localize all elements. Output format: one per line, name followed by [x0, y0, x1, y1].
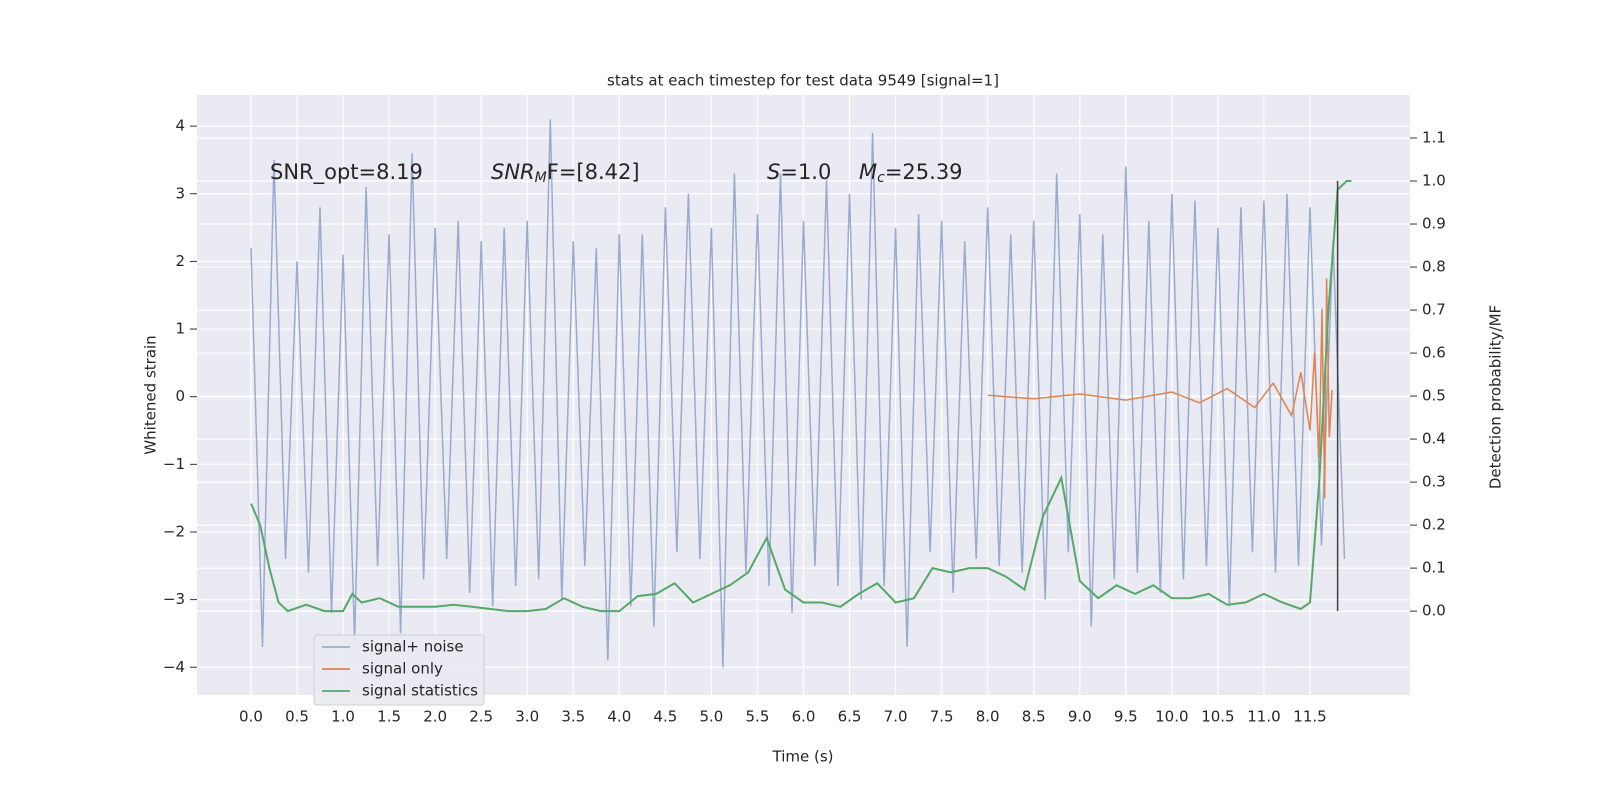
annotation-part: c [877, 170, 885, 186]
series-line [987, 278, 1333, 499]
y2-tick-label: 0.4 [1422, 430, 1446, 448]
y2-tick-label: 0.2 [1422, 516, 1446, 534]
series-line [250, 180, 1352, 613]
y2-tick-label: 0.9 [1422, 215, 1446, 233]
annotation-part: F=[8.42] [547, 160, 640, 184]
y2-tick-label: 0.6 [1422, 344, 1446, 362]
x-tick-label: 4.5 [653, 708, 677, 726]
legend-box [313, 634, 485, 706]
y-tick-label: 3 [175, 184, 185, 202]
x-tick-label: 6.5 [838, 708, 862, 726]
x-tick-label: 6.0 [792, 708, 816, 726]
x-tick-label: 5.0 [699, 708, 723, 726]
annotation-part: SNR [491, 160, 535, 184]
x-tick-label: 9.0 [1068, 708, 1092, 726]
y2-tick-label: 0.0 [1422, 602, 1446, 620]
y2-tick-label: 1.1 [1422, 129, 1446, 147]
y2-tick-label: 0.8 [1422, 258, 1446, 276]
annotation-part: =25.39 [885, 160, 963, 184]
y-tick-label: 1 [175, 320, 185, 338]
legend-label: signal statistics [362, 682, 478, 700]
annotation-part: S [767, 160, 780, 184]
x-tick-label: 0.5 [285, 708, 309, 726]
x-tick-label: 2.5 [469, 708, 493, 726]
annotation-part: SNR_opt=8.19 [270, 160, 423, 185]
x-tick-label: 2.0 [423, 708, 447, 726]
y2-tick-label: 0.5 [1422, 387, 1446, 405]
y-tick-label: 0 [175, 387, 185, 405]
annotation: S=1.0 [767, 160, 831, 184]
x-tick-label: 1.0 [331, 708, 355, 726]
annotation: Mc=25.39 [859, 160, 963, 186]
x-tick-label: 11.0 [1247, 708, 1280, 726]
legend: signal+ noise signal only signal statistic… [313, 634, 485, 706]
x-tick-label: 11.5 [1293, 708, 1326, 726]
x-axis-label: Time (s) [772, 748, 834, 766]
y-tick-label: −2 [163, 522, 185, 540]
y-tick-label: 4 [175, 117, 185, 135]
plot [250, 119, 1352, 668]
x-tick-label: 9.5 [1114, 708, 1138, 726]
x-tick-label: 7.5 [930, 708, 954, 726]
legend-label: signal only [362, 660, 443, 678]
x-tick-label: 10.0 [1155, 708, 1188, 726]
annotation-part: M [535, 170, 547, 186]
x-tick-label: 3.0 [515, 708, 539, 726]
legend-label: signal+ noise [362, 638, 464, 656]
y2-tick-label: 0.7 [1422, 301, 1446, 319]
chart-title: stats at each timestep for test data 954… [607, 72, 999, 90]
annotation: SNR_opt=8.19 [270, 160, 423, 185]
x-tick-label: 5.5 [746, 708, 770, 726]
x-tick-label: 8.0 [976, 708, 1000, 726]
annotation-part: M [859, 160, 877, 184]
y-tick-label: −3 [163, 590, 185, 608]
series-line [250, 119, 1346, 668]
annotation-part: =1.0 [780, 160, 831, 184]
x-tick-label: 0.0 [239, 708, 263, 726]
x-tick-label: 8.5 [1022, 708, 1046, 726]
y2-tick-label: 1.0 [1422, 172, 1446, 190]
y-axis-label: Whitened strain [142, 335, 160, 454]
y-tick-label: 2 [175, 252, 185, 270]
annotation: SNRMF=[8.42] [491, 160, 640, 186]
y2-axis-label: Detection probability/MF [1487, 305, 1505, 489]
x-tick-label: 10.5 [1201, 708, 1234, 726]
y-tick-label: −4 [163, 658, 185, 676]
x-tick-label: 4.0 [607, 708, 631, 726]
y2-tick-label: 0.1 [1422, 559, 1446, 577]
x-tick-label: 7.0 [884, 708, 908, 726]
x-tick-label: 1.5 [377, 708, 401, 726]
y-tick-label: −1 [163, 455, 185, 473]
x-tick-label: 3.5 [561, 708, 585, 726]
y2-tick-label: 0.3 [1422, 473, 1446, 491]
